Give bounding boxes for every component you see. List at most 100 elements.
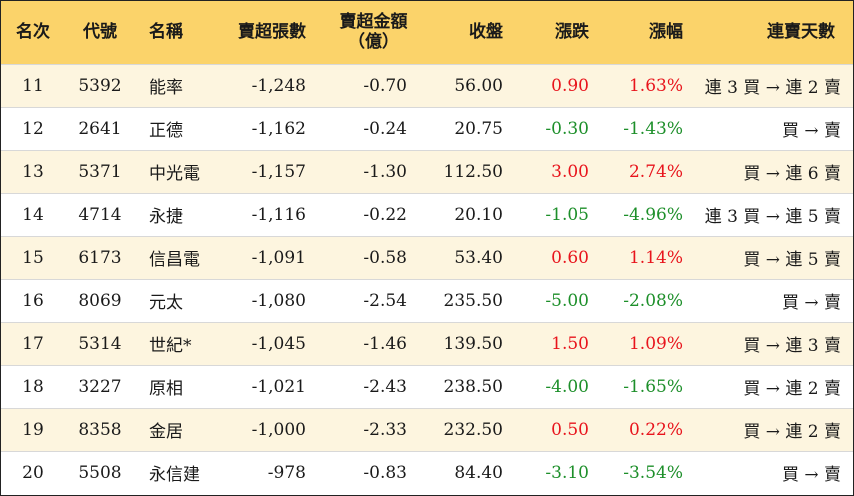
cell-net-sell-lots: -1,000 bbox=[251, 419, 306, 440]
table-row: 20 5508 永信建 -978 -0.83 84.40 -3.10 -3.54… bbox=[1, 451, 853, 494]
cell-change-pct: -2.08% bbox=[623, 290, 683, 311]
cell-net-sell-amount: -2.33 bbox=[363, 419, 407, 440]
cell-code: 3227 bbox=[78, 376, 122, 397]
cell-close: 84.40 bbox=[454, 462, 503, 483]
cell-net-sell-amount: -0.24 bbox=[363, 118, 407, 139]
header-change-pct: 漲幅 bbox=[649, 22, 683, 43]
cell-name: 金居 bbox=[149, 422, 183, 442]
cell-change-pct: 1.09% bbox=[628, 333, 683, 354]
cell-streak: 買 → 連 5 賣 bbox=[743, 250, 841, 270]
header-net-sell-amount: 賣超金額 （億） bbox=[314, 1, 415, 64]
cell-close: 235.50 bbox=[443, 290, 503, 311]
table-row: 16 8069 元太 -1,080 -2.54 235.50 -5.00 -2.… bbox=[1, 279, 853, 322]
table-body: 11 5392 能率 -1,248 -0.70 56.00 0.90 1.63%… bbox=[1, 64, 853, 494]
cell-streak: 買 → 賣 bbox=[781, 121, 841, 141]
cell-rank: 20 bbox=[22, 462, 44, 483]
cell-code: 8358 bbox=[78, 419, 122, 440]
cell-change: -1.05 bbox=[545, 204, 589, 225]
cell-net-sell-lots: -1,045 bbox=[251, 333, 306, 354]
cell-close: 139.50 bbox=[443, 333, 503, 354]
header-streak: 連賣天數 bbox=[767, 22, 835, 43]
cell-net-sell-lots: -1,116 bbox=[251, 204, 306, 225]
cell-code: 2641 bbox=[78, 118, 122, 139]
cell-change-pct: 1.63% bbox=[628, 75, 683, 96]
cell-rank: 11 bbox=[22, 75, 44, 96]
table-row: 13 5371 中光電 -1,157 -1.30 112.50 3.00 2.7… bbox=[1, 150, 853, 193]
cell-change: 0.60 bbox=[551, 247, 589, 268]
cell-change: -5.00 bbox=[545, 290, 589, 311]
table-row: 15 6173 信昌電 -1,091 -0.58 53.40 0.60 1.14… bbox=[1, 236, 853, 279]
table-row: 14 4714 永捷 -1,116 -0.22 20.10 -1.05 -4.9… bbox=[1, 193, 853, 236]
cell-net-sell-amount: -0.83 bbox=[363, 462, 407, 483]
cell-code: 5371 bbox=[78, 161, 122, 182]
header-rank: 名次 bbox=[16, 22, 50, 43]
table-row: 18 3227 原相 -1,021 -2.43 238.50 -4.00 -1.… bbox=[1, 365, 853, 408]
cell-close: 238.50 bbox=[443, 376, 503, 397]
cell-rank: 15 bbox=[22, 247, 44, 268]
cell-change: -0.30 bbox=[545, 118, 589, 139]
cell-code: 5392 bbox=[78, 75, 122, 96]
header-row: 名次 代號 名稱 賣超張數 賣超金額 （億） 收盤 漲跌 漲幅 連賣天數 bbox=[1, 1, 853, 64]
cell-code: 5314 bbox=[78, 333, 122, 354]
header-net-sell-lots: 賣超張數 bbox=[238, 22, 306, 43]
cell-name: 信昌電 bbox=[149, 250, 200, 270]
cell-name: 永捷 bbox=[149, 207, 183, 227]
cell-net-sell-lots: -1,021 bbox=[251, 376, 306, 397]
cell-streak: 連 3 買 → 連 5 賣 bbox=[704, 207, 841, 227]
cell-change-pct: -1.43% bbox=[623, 118, 683, 139]
cell-net-sell-lots: -1,157 bbox=[251, 161, 306, 182]
cell-change-pct: 2.74% bbox=[628, 161, 683, 182]
cell-streak: 買 → 連 6 賣 bbox=[743, 164, 841, 184]
cell-code: 6173 bbox=[78, 247, 122, 268]
cell-net-sell-amount: -0.22 bbox=[363, 204, 407, 225]
cell-net-sell-amount: -1.46 bbox=[363, 333, 407, 354]
cell-net-sell-amount: -0.58 bbox=[363, 247, 407, 268]
cell-change: 0.50 bbox=[551, 419, 589, 440]
header-close: 收盤 bbox=[469, 22, 503, 43]
cell-change: 0.90 bbox=[551, 75, 589, 96]
cell-net-sell-amount: -1.30 bbox=[363, 161, 407, 182]
cell-streak: 買 → 連 3 賣 bbox=[743, 336, 841, 356]
cell-name: 原相 bbox=[149, 379, 183, 399]
cell-net-sell-amount: -0.70 bbox=[363, 75, 407, 96]
cell-close: 20.10 bbox=[454, 204, 503, 225]
cell-change: -4.00 bbox=[545, 376, 589, 397]
cell-streak: 買 → 連 2 賣 bbox=[743, 422, 841, 442]
cell-change-pct: -3.54% bbox=[623, 462, 683, 483]
cell-rank: 17 bbox=[22, 333, 44, 354]
cell-name: 元太 bbox=[149, 293, 183, 313]
cell-net-sell-lots: -1,091 bbox=[251, 247, 306, 268]
cell-rank: 12 bbox=[22, 118, 44, 139]
cell-code: 8069 bbox=[78, 290, 122, 311]
cell-name: 正德 bbox=[149, 121, 183, 141]
cell-change: -3.10 bbox=[545, 462, 589, 483]
cell-change-pct: -1.65% bbox=[623, 376, 683, 397]
cell-net-sell-lots: -1,080 bbox=[251, 290, 306, 311]
cell-streak: 買 → 賣 bbox=[781, 293, 841, 313]
cell-streak: 買 → 連 2 賣 bbox=[743, 379, 841, 399]
cell-streak: 買 → 賣 bbox=[781, 465, 841, 486]
table-row: 19 8358 金居 -1,000 -2.33 232.50 0.50 0.22… bbox=[1, 408, 853, 451]
table-row: 17 5314 世紀* -1,045 -1.46 139.50 1.50 1.0… bbox=[1, 322, 853, 365]
table-row: 12 2641 正德 -1,162 -0.24 20.75 -0.30 -1.4… bbox=[1, 107, 853, 150]
table-row: 11 5392 能率 -1,248 -0.70 56.00 0.90 1.63%… bbox=[1, 64, 853, 107]
cell-close: 53.40 bbox=[454, 247, 503, 268]
cell-close: 232.50 bbox=[443, 419, 503, 440]
header-code: 代號 bbox=[83, 22, 117, 43]
header-name: 名稱 bbox=[149, 22, 183, 43]
cell-rank: 14 bbox=[22, 204, 44, 225]
cell-code: 4714 bbox=[78, 204, 122, 225]
cell-change-pct: -4.96% bbox=[623, 204, 683, 225]
cell-rank: 18 bbox=[22, 376, 44, 397]
cell-name: 世紀* bbox=[149, 336, 192, 356]
cell-streak: 連 3 買 → 連 2 賣 bbox=[704, 78, 841, 98]
cell-net-sell-lots: -1,162 bbox=[251, 118, 306, 139]
cell-change: 3.00 bbox=[551, 161, 589, 182]
cell-close: 112.50 bbox=[443, 161, 503, 182]
cell-code: 5508 bbox=[78, 462, 122, 483]
cell-change-pct: 1.14% bbox=[628, 247, 683, 268]
cell-name: 能率 bbox=[149, 78, 183, 98]
header-net-sell-amount-line2: （億） bbox=[348, 32, 399, 53]
